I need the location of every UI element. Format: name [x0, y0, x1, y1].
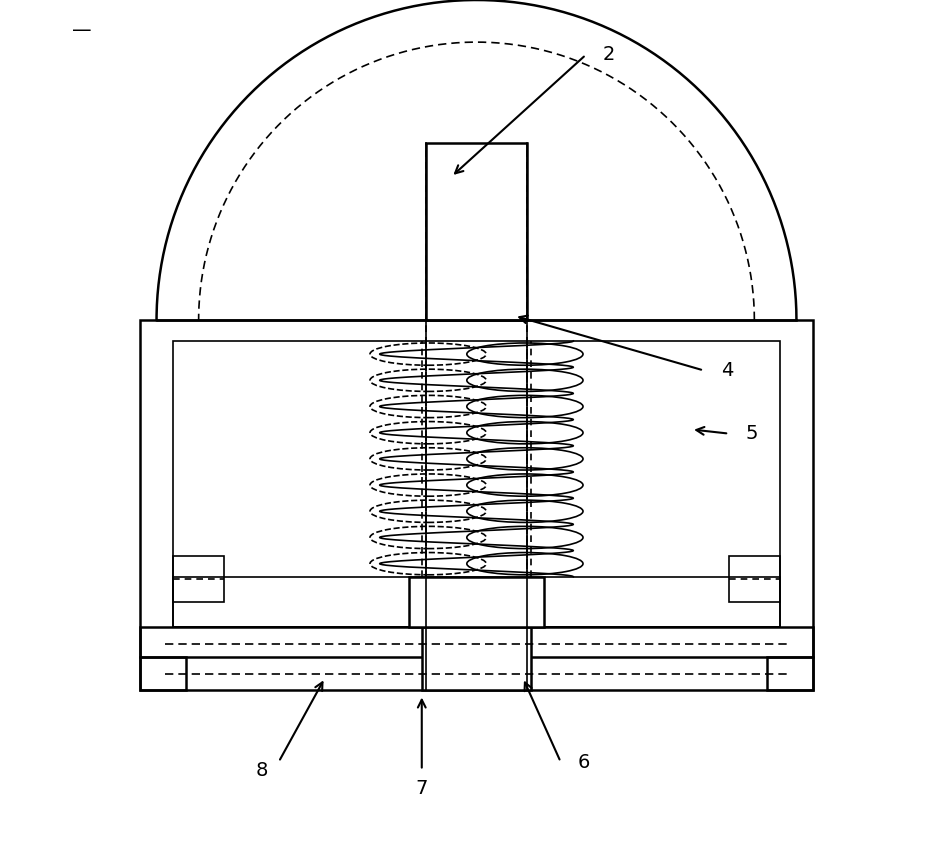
Bar — [422, 627, 530, 690]
Bar — [173, 341, 779, 627]
Text: 4: 4 — [720, 361, 732, 380]
Bar — [140, 320, 812, 657]
Text: —: — — [72, 21, 92, 40]
Text: 7: 7 — [415, 779, 427, 798]
Bar — [140, 627, 812, 690]
Bar — [140, 657, 186, 690]
Bar — [173, 577, 779, 627]
Bar — [173, 556, 224, 602]
Text: 6: 6 — [577, 753, 589, 771]
Bar — [728, 556, 779, 602]
Bar — [426, 143, 526, 320]
Text: 2: 2 — [603, 45, 615, 64]
Text: 5: 5 — [745, 424, 758, 443]
Bar — [766, 657, 812, 690]
Bar — [408, 577, 544, 627]
Text: 8: 8 — [255, 761, 268, 780]
